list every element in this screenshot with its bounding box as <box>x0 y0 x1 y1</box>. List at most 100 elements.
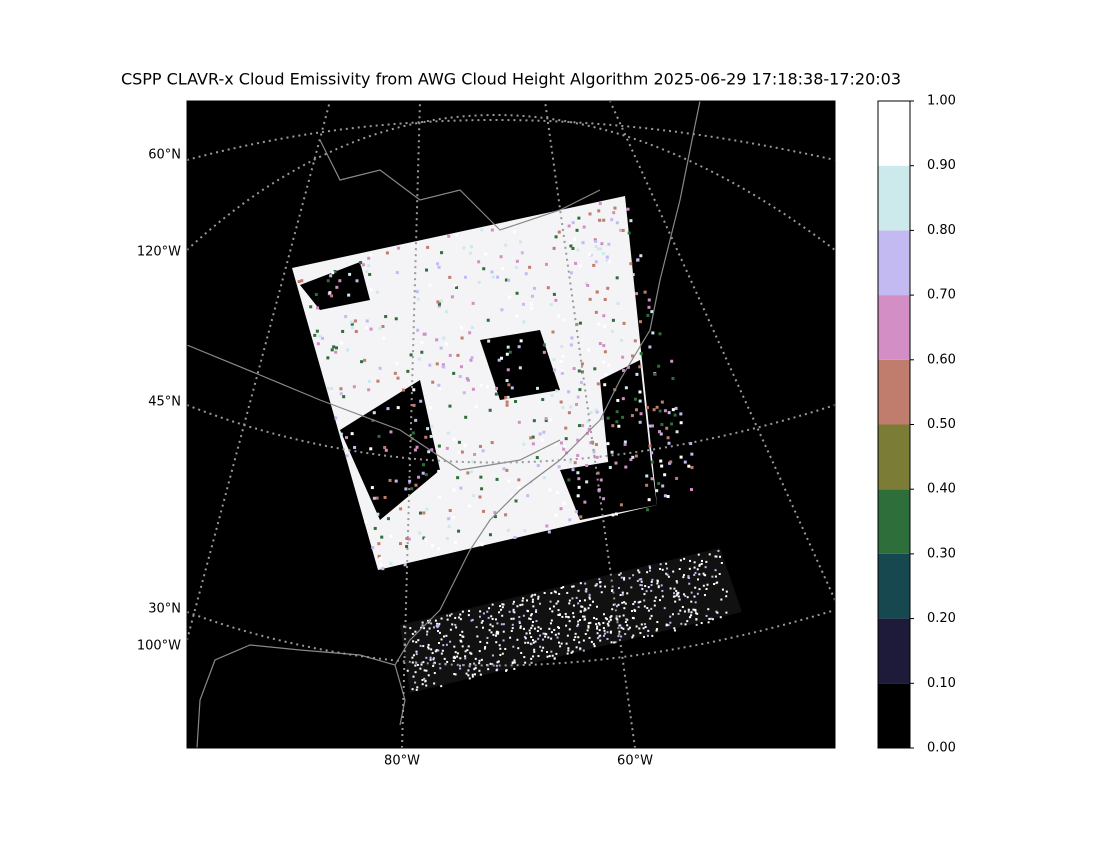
cloud-pixel <box>542 632 545 635</box>
cloud-pixel <box>650 477 654 481</box>
cloud-pixel <box>578 641 581 644</box>
cloud-pixel <box>394 317 398 321</box>
cloud-pixel <box>693 561 696 564</box>
cloud-pixel <box>397 246 401 250</box>
cloud-pixel <box>526 610 529 613</box>
cloud-pixel <box>518 616 521 619</box>
cloud-pixel <box>638 420 642 424</box>
cloud-pixel <box>466 471 470 475</box>
cloud-pixel <box>619 338 623 342</box>
cloud-pixel <box>694 586 697 589</box>
cloud-pixel <box>594 239 598 243</box>
cloud-pixel <box>577 602 580 605</box>
cloud-pixel <box>576 395 580 399</box>
cloud-pixel <box>409 627 412 630</box>
cloud-pixel <box>648 569 651 572</box>
cloud-pixel <box>687 464 691 468</box>
cloud-pixel <box>548 655 551 658</box>
cloud-pixel <box>592 450 596 454</box>
cloud-pixel <box>670 359 674 363</box>
cloud-pixel <box>589 621 592 624</box>
cloud-pixel <box>561 354 565 358</box>
cloud-pixel <box>660 464 664 468</box>
cloud-pixel <box>437 304 441 308</box>
cloud-pixel <box>454 673 457 676</box>
cloud-pixel <box>413 448 417 452</box>
cloud-pixel <box>616 618 619 621</box>
cloud-pixel <box>544 262 548 266</box>
cloud-pixel <box>594 260 598 264</box>
cloud-pixel <box>543 591 546 594</box>
cloud-pixel <box>628 626 631 629</box>
cloud-pixel <box>637 569 640 572</box>
cloud-pixel <box>624 602 627 605</box>
cloud-pixel <box>434 619 437 622</box>
cloud-pixel <box>438 495 442 499</box>
cloud-pixel <box>429 434 433 438</box>
cloud-pixel <box>445 643 448 646</box>
cloud-pixel <box>521 599 524 602</box>
cloud-pixel <box>424 537 428 541</box>
cloud-pixel <box>457 529 461 533</box>
cloud-pixel <box>498 611 501 614</box>
cloud-pixel <box>516 638 519 641</box>
cloud-pixel <box>364 326 368 330</box>
cloud-pixel <box>643 593 646 596</box>
cloud-pixel <box>621 415 625 419</box>
cloud-pixel <box>427 621 430 624</box>
cloud-pixel <box>715 555 718 558</box>
cloud-pixel <box>497 358 501 362</box>
cloud-pixel <box>519 604 522 607</box>
coastline <box>196 101 701 748</box>
cloud-pixel <box>441 365 445 369</box>
cloud-pixel <box>461 635 464 638</box>
cloud-pixel <box>450 613 453 616</box>
cloud-pixel <box>436 626 439 629</box>
cloud-pixel <box>557 600 560 603</box>
cloud-pixel <box>464 415 468 419</box>
cloud-pixel <box>558 592 561 595</box>
cloud-pixel <box>437 630 440 633</box>
cloud-pixel <box>487 668 490 671</box>
cloud-pixel <box>582 639 585 642</box>
cloud-pixel <box>690 614 693 617</box>
cloud-pixel <box>549 418 553 422</box>
cloud-pixel <box>609 616 612 619</box>
cloud-pixel <box>643 605 646 608</box>
cloud-pixel <box>386 517 390 521</box>
cloud-pixel <box>533 627 536 630</box>
cloud-pixel <box>721 588 724 591</box>
cloud-pixel <box>583 607 586 610</box>
cloud-pixel <box>416 328 420 332</box>
cloud-pixel <box>297 280 301 284</box>
cloud-pixel <box>548 627 551 630</box>
cloud-pixel <box>618 630 621 633</box>
colorbar-tick-label: 0.10 <box>927 676 956 691</box>
cloud-pixel <box>639 600 642 603</box>
cloud-pixel <box>499 647 502 650</box>
cloud-pixel <box>447 524 451 528</box>
cloud-pixel <box>339 432 343 436</box>
cloud-pixel <box>530 613 533 616</box>
cloud-pixel <box>456 476 460 480</box>
cloud-pixel <box>471 618 474 621</box>
cloud-pixel <box>675 580 678 583</box>
cloud-pixel <box>439 346 443 350</box>
cloud-pixel <box>437 469 441 473</box>
cloud-pixel <box>589 441 593 445</box>
cloud-pixel <box>647 498 651 502</box>
cloud-pixel <box>584 608 587 611</box>
cloud-pixel <box>638 365 642 369</box>
cloud-pixel <box>488 629 491 632</box>
cloud-pixel <box>422 536 426 540</box>
cloud-pixel <box>572 615 575 618</box>
cloud-pixel <box>347 293 351 297</box>
lon-label: 60°W <box>617 754 653 769</box>
cloud-pixel <box>425 684 428 687</box>
cloud-pixel <box>427 643 430 646</box>
cloud-pixel <box>579 647 582 650</box>
cloud-pixel <box>574 510 578 514</box>
cloud-pixel <box>456 655 459 658</box>
cloud-pixel <box>454 651 457 654</box>
cloud-pixel <box>648 424 652 428</box>
